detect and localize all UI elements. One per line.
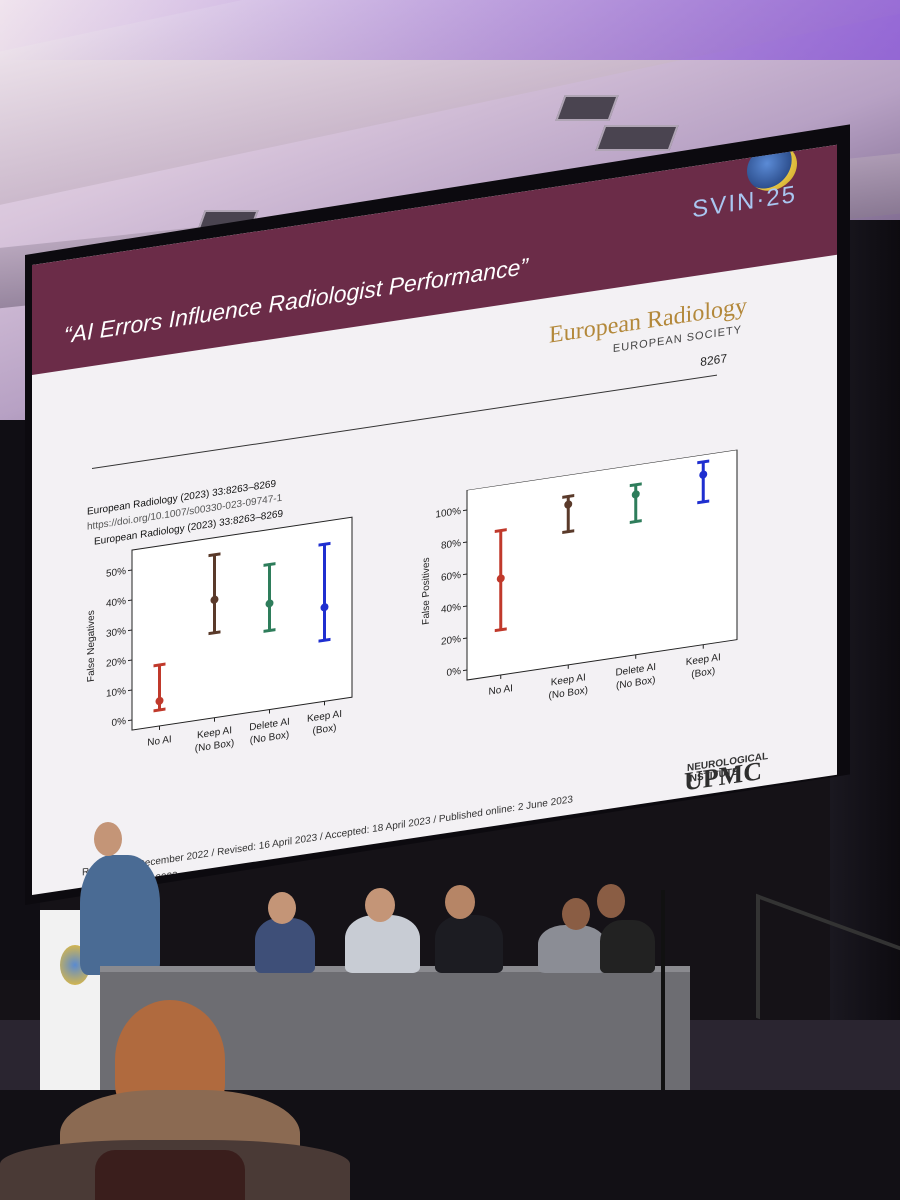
data-point xyxy=(265,599,274,608)
chair xyxy=(95,1150,245,1200)
data-point xyxy=(496,574,505,583)
plot-area xyxy=(466,449,738,681)
x-tick-label: (Box) xyxy=(313,723,337,738)
panelist xyxy=(345,915,420,973)
panelist-head xyxy=(445,885,475,919)
divider xyxy=(92,374,717,470)
panelist-head xyxy=(268,892,296,924)
y-tick xyxy=(128,689,132,692)
data-point xyxy=(699,470,708,479)
y-tick-label: 0% xyxy=(112,716,127,729)
error-cap-high xyxy=(263,562,276,567)
conference-logo: SVIN·25 xyxy=(692,180,797,224)
y-tick-label: 0% xyxy=(447,666,462,679)
x-tick-label: (Box) xyxy=(691,666,715,681)
x-tick-label: No AI xyxy=(489,683,513,698)
y-tick xyxy=(128,629,132,632)
y-tick xyxy=(463,541,467,544)
panelist xyxy=(600,920,655,973)
data-point xyxy=(320,603,329,612)
y-tick-label: 20% xyxy=(441,634,461,648)
plot-area xyxy=(131,516,353,731)
data-point xyxy=(210,595,219,604)
y-tick xyxy=(463,605,467,608)
x-tick-label: Keep AI xyxy=(197,725,232,741)
y-tick xyxy=(128,719,132,722)
projection-screen: “AI Errors Influence Radiologist Perform… xyxy=(32,144,837,895)
x-tick-label: Keep AI xyxy=(307,709,342,725)
journal-page-number: 8267 xyxy=(700,351,727,370)
panelist-head xyxy=(597,884,625,918)
y-tick xyxy=(463,573,467,576)
error-cap-low xyxy=(208,630,221,636)
y-tick xyxy=(463,637,467,640)
error-cap-low xyxy=(629,519,642,524)
slide-title: “AI Errors Influence Radiologist Perform… xyxy=(64,252,529,349)
y-tick-label: 20% xyxy=(106,656,126,670)
x-tick-label: Keep AI xyxy=(686,652,721,668)
y-tick-label: 60% xyxy=(441,570,461,584)
ceiling-vent xyxy=(555,95,619,121)
y-tick-label: 100% xyxy=(435,506,461,521)
panelist xyxy=(255,918,315,973)
data-point xyxy=(631,490,640,499)
panelist-head xyxy=(365,888,395,922)
speaker-head xyxy=(94,822,122,856)
error-cap-high xyxy=(697,459,710,465)
error-cap-high xyxy=(562,494,575,499)
y-tick-label: 10% xyxy=(106,686,126,700)
error-cap-low xyxy=(263,628,276,633)
y-tick-label: 50% xyxy=(106,566,126,580)
x-tick-label: Keep AI xyxy=(551,672,586,688)
stage-light xyxy=(0,0,900,60)
error-cap-low xyxy=(153,707,166,713)
y-tick-label: 30% xyxy=(106,626,126,640)
panelist xyxy=(538,925,606,973)
error-bar-charts: 0% 10% 20% 30% 40% 50% False Negatives No AI Kee… xyxy=(86,449,738,755)
error-cap-high xyxy=(318,541,331,547)
data-point xyxy=(564,500,573,509)
error-cap-low xyxy=(494,627,507,633)
y-tick xyxy=(128,659,132,662)
error-cap-high xyxy=(208,552,221,558)
x-tick-label: No AI xyxy=(147,734,171,749)
y-tick xyxy=(463,509,467,512)
ceiling-vent xyxy=(595,125,679,151)
speaker xyxy=(80,855,160,975)
error-cap-low xyxy=(318,637,331,643)
y-tick xyxy=(128,569,132,572)
error-cap-low xyxy=(562,529,575,535)
y-tick xyxy=(128,599,132,602)
y-axis-label: False Positives xyxy=(421,557,432,626)
y-tick-label: 40% xyxy=(106,596,126,610)
data-point xyxy=(155,696,164,705)
y-tick xyxy=(463,669,467,672)
y-tick-label: 40% xyxy=(441,602,461,616)
camera-tripod xyxy=(661,890,665,1190)
error-cap-high xyxy=(494,528,507,533)
error-cap-high xyxy=(153,662,166,668)
panelist-head xyxy=(562,898,590,930)
y-tick-label: 80% xyxy=(441,538,461,552)
y-axis-label: False Negatives xyxy=(86,609,97,682)
error-cap-low xyxy=(697,499,710,505)
panelist xyxy=(435,915,503,973)
error-cap-high xyxy=(629,482,642,488)
